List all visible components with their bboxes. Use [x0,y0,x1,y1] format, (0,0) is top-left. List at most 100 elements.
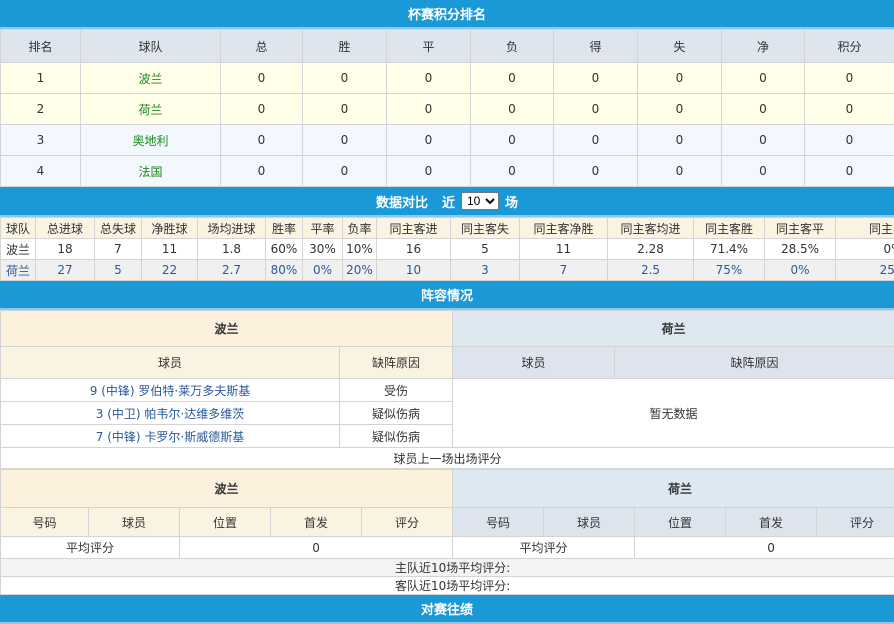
cell: 0 [221,94,303,125]
team-link[interactable]: 荷兰 [81,94,221,125]
col-header: 积分 [805,30,894,63]
player-link[interactable]: 9 (中锋) 罗伯特·莱万多夫斯基 [1,379,340,402]
cell: 0% [303,260,343,281]
col-reason: 缺阵原因 [615,347,894,379]
col-header: 总 [221,30,303,63]
standings-title: 杯赛积分排名 [0,0,894,29]
cell: 3 [451,260,520,281]
col-header: 同主客平 [765,218,836,239]
col-header: 胜率 [266,218,303,239]
col-player: 球员 [1,347,340,379]
cell: 0 [221,156,303,187]
cell: 0 [638,94,722,125]
lineup-table: 波兰荷兰 球员缺阵原因球员缺阵原因 9 (中锋) 罗伯特·莱万多夫斯基受伤暂无数… [0,310,894,469]
cell: 0 [638,125,722,156]
col-header: 总进球 [36,218,95,239]
cell: 0 [303,125,387,156]
cell: 波兰 [1,239,36,260]
cell: 5 [95,260,142,281]
avg-label: 平均评分 [453,537,635,559]
cell: 0 [722,94,805,125]
cell: 10% [343,239,377,260]
team-link[interactable]: 法国 [81,156,221,187]
cell: 0 [805,156,894,187]
col-header: 球队 [81,30,221,63]
cell: 75% [694,260,765,281]
cell: 0% [765,260,836,281]
cell: 荷兰 [1,260,36,281]
cell: 0 [387,63,471,94]
cell: 0 [303,94,387,125]
col-header: 同主客进 [377,218,451,239]
avg-label: 平均评分 [1,537,180,559]
cell: 0 [805,125,894,156]
col-header: 首发 [726,508,817,537]
player-link[interactable]: 3 (中卫) 帕韦尔·达维多维茨 [1,402,340,425]
col-header: 同主客胜 [694,218,765,239]
cell: 0% [836,239,894,260]
ratings-away-team: 荷兰 [453,470,894,508]
cell: 0 [303,156,387,187]
cell: 10 [377,260,451,281]
col-header: 总失球 [95,218,142,239]
cell: 71.4% [694,239,765,260]
home-avg: 0 [180,537,453,559]
cell: 0 [471,63,554,94]
cell: 2 [1,94,81,125]
cell: 60% [266,239,303,260]
compare-title: 数据对比 近 10 场 [0,187,894,217]
cell: 18 [36,239,95,260]
cell: 0 [303,63,387,94]
col-header: 球队 [1,218,36,239]
cell: 0 [471,125,554,156]
compare-table: 球队总进球总失球净胜球场均进球胜率平率负率同主客进同主客失同主客净胜同主客均进同… [0,217,894,281]
col-header: 净胜球 [142,218,198,239]
cell: 0 [805,63,894,94]
col-header: 号码 [1,508,89,537]
cell: 11 [142,239,198,260]
cell: 0 [554,63,638,94]
team-link[interactable]: 波兰 [81,63,221,94]
cell: 0 [638,63,722,94]
cell: 4 [1,156,81,187]
cell: 22 [142,260,198,281]
player-link[interactable]: 7 (中锋) 卡罗尔·斯威德斯基 [1,425,340,448]
cell: 0 [722,63,805,94]
home-recent-rating: 主队近10场平均评分: [1,559,894,577]
col-header: 同主客负 [836,218,894,239]
absence-reason: 受伤 [340,379,453,402]
cell: 80% [266,260,303,281]
cell: 0 [722,125,805,156]
cell: 0 [554,94,638,125]
col-header: 同主客失 [451,218,520,239]
col-header: 球员 [544,508,635,537]
cell: 2.5 [608,260,694,281]
col-header: 场均进球 [198,218,266,239]
col-header: 得 [554,30,638,63]
col-header: 号码 [453,508,544,537]
absence-reason: 疑似伤病 [340,425,453,448]
away-avg: 0 [635,537,894,559]
cell: 30% [303,239,343,260]
cell: 0 [722,156,805,187]
col-header: 评分 [817,508,894,537]
cell: 0 [554,156,638,187]
cell: 3 [1,125,81,156]
ratings-title: 球员上一场出场评分 [1,448,894,469]
cell: 0 [387,125,471,156]
ratings-home-team: 波兰 [1,470,453,508]
col-header: 位置 [635,508,726,537]
absence-reason: 疑似伤病 [340,402,453,425]
cell: 0 [554,125,638,156]
h2h-title: 对赛往绩 [0,595,894,624]
col-header: 胜 [303,30,387,63]
compare-title-text: 数据对比 [376,192,428,211]
recent-games-select[interactable]: 10 [461,192,499,210]
team-link[interactable]: 奥地利 [81,125,221,156]
